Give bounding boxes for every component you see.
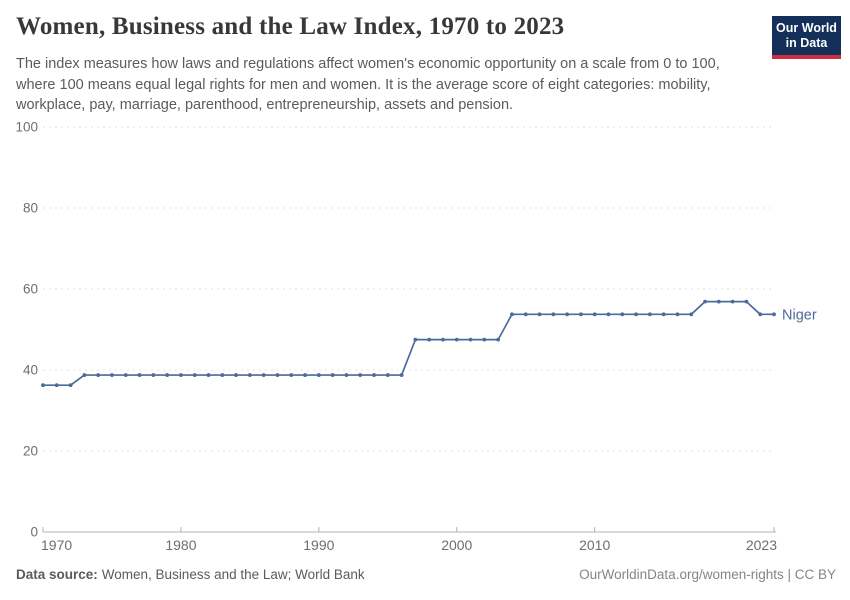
data-point[interactable] xyxy=(689,312,694,317)
data-point[interactable] xyxy=(606,312,611,317)
data-point[interactable] xyxy=(165,373,170,377)
x-tick-label: 1980 xyxy=(165,537,196,553)
owid-logo[interactable]: Our World in Data xyxy=(772,16,841,59)
data-source-label: Data source: xyxy=(16,567,98,582)
data-point[interactable] xyxy=(303,373,307,377)
data-point[interactable] xyxy=(247,373,252,377)
data-point[interactable] xyxy=(496,337,501,342)
data-point[interactable] xyxy=(385,373,390,377)
data-point[interactable] xyxy=(537,312,542,317)
data-point[interactable] xyxy=(758,312,763,317)
x-tick-label: 2000 xyxy=(441,537,472,553)
data-point[interactable] xyxy=(565,312,570,317)
data-point[interactable] xyxy=(316,373,321,377)
data-point[interactable] xyxy=(510,312,514,317)
data-point[interactable] xyxy=(730,299,735,304)
data-point[interactable] xyxy=(413,337,418,342)
data-point[interactable] xyxy=(179,373,183,377)
data-point[interactable] xyxy=(399,373,404,377)
data-source: Data source: Women, Business and the Law;… xyxy=(16,567,365,582)
data-point[interactable] xyxy=(344,373,349,377)
data-point[interactable] xyxy=(675,312,680,317)
x-tick-label: 1990 xyxy=(303,537,334,553)
y-tick-label: 40 xyxy=(23,363,38,378)
data-point[interactable] xyxy=(454,337,459,342)
owid-logo-text: Our World in Data xyxy=(772,16,841,55)
data-point[interactable] xyxy=(372,373,376,377)
data-point[interactable] xyxy=(192,373,197,377)
chart-subtitle: The index measures how laws and regulati… xyxy=(16,56,720,114)
data-point[interactable] xyxy=(206,373,211,377)
data-point[interactable] xyxy=(220,373,225,377)
owid-logo-red-bar xyxy=(772,55,841,59)
data-point[interactable] xyxy=(634,312,638,317)
data-point[interactable] xyxy=(551,312,556,317)
x-tick-label: 1970 xyxy=(41,537,72,553)
data-point[interactable] xyxy=(744,299,749,304)
data-point[interactable] xyxy=(289,373,294,377)
series-label: Niger xyxy=(782,307,817,323)
data-point[interactable] xyxy=(110,373,114,377)
data-point[interactable] xyxy=(68,383,73,388)
data-point[interactable] xyxy=(772,312,776,317)
x-tick-label: 2023 xyxy=(746,537,777,553)
data-point[interactable] xyxy=(41,383,45,388)
data-point[interactable] xyxy=(151,373,156,377)
x-tick-label: 2010 xyxy=(579,537,610,553)
data-point[interactable] xyxy=(592,312,597,317)
data-source-value: Women, Business and the Law; World Bank xyxy=(101,567,365,582)
data-point[interactable] xyxy=(261,373,266,377)
data-point[interactable] xyxy=(703,299,707,304)
owid-logo-line2: in Data xyxy=(785,36,828,50)
data-point[interactable] xyxy=(441,337,445,342)
data-point[interactable] xyxy=(234,373,238,377)
data-point[interactable] xyxy=(358,373,363,377)
data-point[interactable] xyxy=(96,373,101,377)
y-tick-label: 0 xyxy=(30,525,38,540)
data-point[interactable] xyxy=(275,373,280,377)
credit-link[interactable]: OurWorldinData.org/women-rights | CC BY xyxy=(579,567,836,582)
data-point[interactable] xyxy=(137,373,142,377)
y-tick-label: 20 xyxy=(23,444,38,459)
y-tick-label: 60 xyxy=(23,282,38,297)
data-point[interactable] xyxy=(54,383,59,388)
data-point[interactable] xyxy=(482,337,487,342)
data-point[interactable] xyxy=(523,312,528,317)
data-point[interactable] xyxy=(661,312,666,317)
data-line[interactable] xyxy=(42,300,775,387)
data-point[interactable] xyxy=(647,312,652,317)
data-point[interactable] xyxy=(427,337,432,342)
data-point[interactable] xyxy=(716,299,721,304)
data-point[interactable] xyxy=(82,373,87,377)
data-point[interactable] xyxy=(620,312,625,317)
y-tick-label: 80 xyxy=(23,201,38,216)
data-point[interactable] xyxy=(330,373,335,377)
data-point[interactable] xyxy=(579,312,583,317)
page-title: Women, Business and the Law Index, 1970 … xyxy=(16,13,565,40)
data-point[interactable] xyxy=(123,373,128,377)
y-tick-label: 100 xyxy=(15,120,38,135)
owid-logo-line1: Our World xyxy=(776,21,837,35)
data-point[interactable] xyxy=(468,337,473,342)
